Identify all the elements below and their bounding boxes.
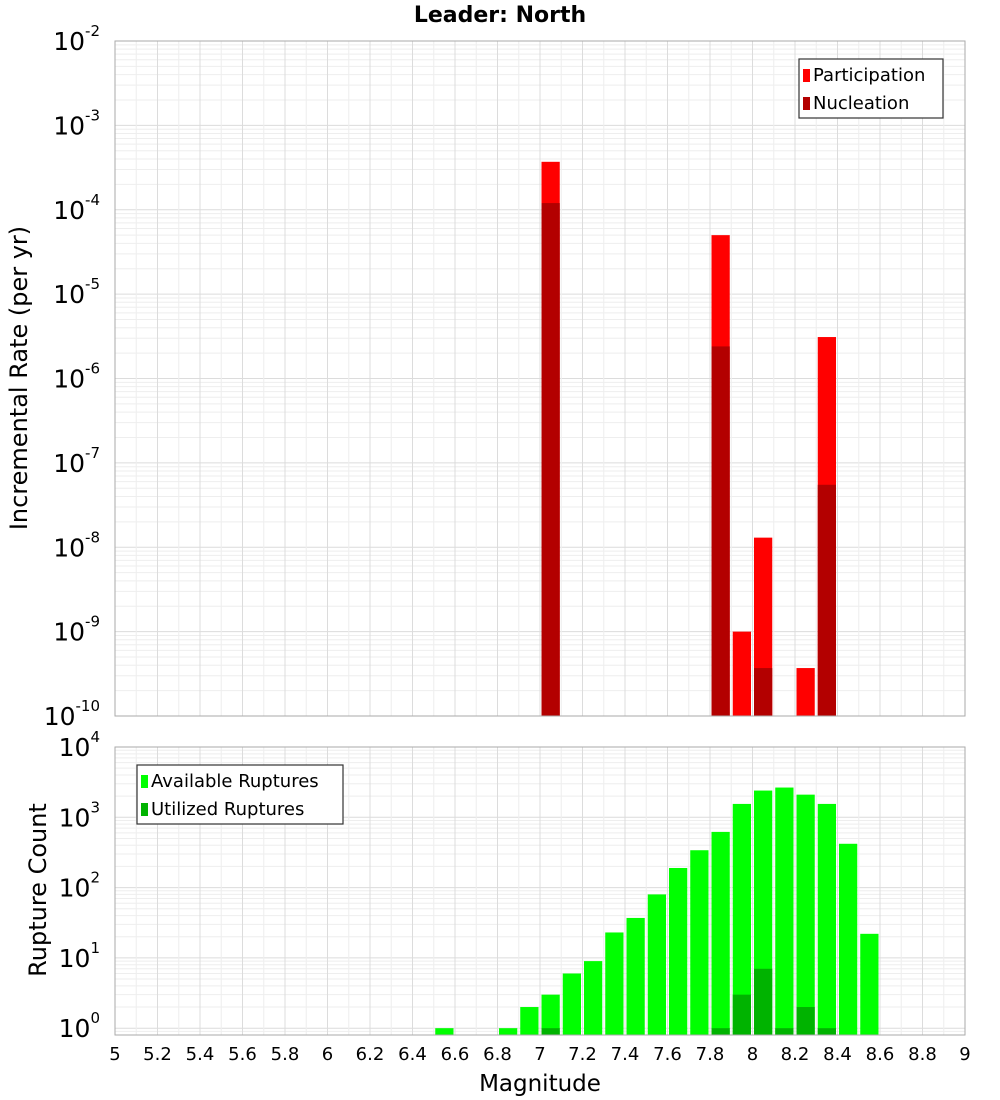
bar-utilized-ruptures <box>817 1028 836 1035</box>
plot-frame <box>114 40 966 717</box>
bar-available-ruptures <box>711 831 730 1035</box>
bar-participation <box>732 631 751 716</box>
x-tick-label: 5.6 <box>228 1044 257 1065</box>
bar-available-ruptures <box>860 933 879 1035</box>
plot-frame <box>114 746 966 1036</box>
x-tick-label: 6 <box>322 1044 333 1065</box>
legend-box <box>798 58 944 119</box>
y-tick-label: 10-6 <box>53 360 100 394</box>
bar-participation <box>796 668 815 716</box>
bar-available-ruptures <box>605 932 624 1035</box>
x-tick-label: 6.4 <box>398 1044 427 1065</box>
bar-nucleation <box>754 668 773 716</box>
y-tick-label: 10-3 <box>53 106 100 140</box>
y-tick-label: 103 <box>59 798 100 832</box>
bottom-y-axis-label: Rupture Count <box>24 803 52 977</box>
x-tick-label: 8.2 <box>781 1044 810 1065</box>
y-tick-label: 101 <box>59 939 100 973</box>
panel-rate: 10-10 10-9 10-8 10-7 10-6 10-5 10-4 10-3 10-2 Par… <box>44 22 966 731</box>
legend-entry: Available Ruptures <box>151 771 319 792</box>
bar-available-ruptures <box>690 850 709 1035</box>
x-tick-label: 8.8 <box>908 1044 937 1065</box>
y-tick-label: 10-5 <box>53 275 100 309</box>
x-tick-label: 6.6 <box>441 1044 470 1065</box>
bar-nucleation <box>711 346 730 716</box>
bar-utilized-ruptures <box>796 1007 815 1035</box>
legend-swatch <box>141 803 148 816</box>
legend: Participation Nucleation <box>798 58 944 119</box>
bar-utilized-ruptures <box>732 994 751 1035</box>
x-axis-label: Magnitude <box>479 1071 601 1097</box>
y-tick-label: 10-2 <box>53 22 100 56</box>
bar-utilized-ruptures <box>541 1028 560 1035</box>
bar-available-ruptures <box>499 1028 518 1035</box>
x-tick-label: 8.4 <box>823 1044 852 1065</box>
bar-available-ruptures <box>584 961 603 1035</box>
y-tick-label: 104 <box>59 728 100 762</box>
x-tick-label: 8 <box>747 1044 758 1065</box>
bar-utilized-ruptures <box>775 1028 794 1035</box>
bar-available-ruptures <box>541 994 560 1035</box>
y-tick-label: 10-8 <box>53 528 100 562</box>
bar-available-ruptures <box>520 1007 539 1035</box>
x-tick-label: 5.8 <box>271 1044 300 1065</box>
x-tick-label: 7 <box>534 1044 545 1065</box>
y-tick-label: 10-10 <box>44 697 100 731</box>
x-tick-label: 5.2 <box>143 1044 172 1065</box>
legend-entry: Nucleation <box>813 93 909 114</box>
bar-available-ruptures <box>626 917 645 1035</box>
x-tick-label: 6.8 <box>483 1044 512 1065</box>
x-tick-label: 8.6 <box>866 1044 895 1065</box>
bar-nucleation <box>817 484 836 716</box>
bar-available-ruptures <box>839 843 858 1035</box>
x-tick-label: 7.6 <box>653 1044 682 1065</box>
legend-swatch <box>141 775 148 788</box>
y-tick-label: 10-9 <box>53 613 100 647</box>
bar-utilized-ruptures <box>711 1028 730 1035</box>
bar-available-ruptures <box>775 787 794 1035</box>
top-y-axis-label: Incremental Rate (per yr) <box>5 226 33 530</box>
x-tick-label: 9 <box>959 1044 970 1065</box>
x-tick-label: 5.4 <box>186 1044 215 1065</box>
bar-available-ruptures <box>435 1028 454 1035</box>
panel-count: 100 101 102 103 104 5 5.2 5.4 5.6 5.8 6 6.2 6.4 6.6 6.… <box>59 728 971 1065</box>
legend-entry: Utilized Ruptures <box>151 799 304 820</box>
x-tick-label: 5 <box>109 1044 120 1065</box>
y-tick-label: 100 <box>59 1009 100 1043</box>
chart-title: Leader: North <box>414 3 586 28</box>
y-tick-label: 102 <box>59 869 100 903</box>
legend-swatch <box>803 97 810 110</box>
x-tick-label: 6.2 <box>356 1044 385 1065</box>
y-tick-label: 10-7 <box>53 444 100 478</box>
legend: Available Ruptures Utilized Ruptures <box>136 764 344 825</box>
x-tick-label: 7.4 <box>611 1044 640 1065</box>
bar-available-ruptures <box>647 894 666 1035</box>
bar-available-ruptures <box>796 794 815 1035</box>
bar-available-ruptures <box>669 867 688 1035</box>
legend-box <box>136 764 344 825</box>
legend-entry: Participation <box>813 65 925 86</box>
y-tick-label: 10-4 <box>53 191 100 225</box>
bar-nucleation <box>541 203 560 716</box>
bar-available-ruptures <box>562 973 581 1035</box>
x-tick-label: 7.2 <box>568 1044 597 1065</box>
bar-available-ruptures <box>817 803 836 1035</box>
bar-available-ruptures <box>732 803 751 1035</box>
legend-swatch <box>803 69 810 82</box>
bar-utilized-ruptures <box>754 968 773 1035</box>
x-tick-label: 7.8 <box>696 1044 725 1065</box>
